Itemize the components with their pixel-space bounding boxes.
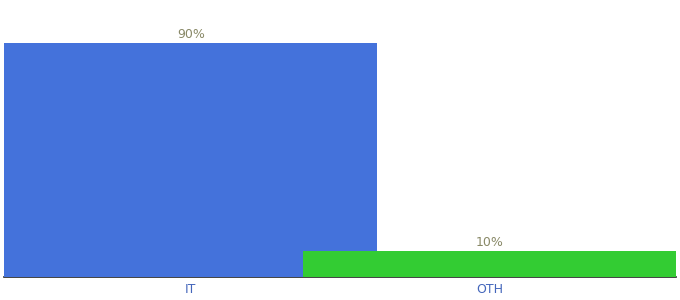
Bar — [4, 43, 377, 277]
Text: 10%: 10% — [475, 236, 503, 249]
Text: 90%: 90% — [177, 28, 205, 40]
Bar — [303, 251, 676, 277]
